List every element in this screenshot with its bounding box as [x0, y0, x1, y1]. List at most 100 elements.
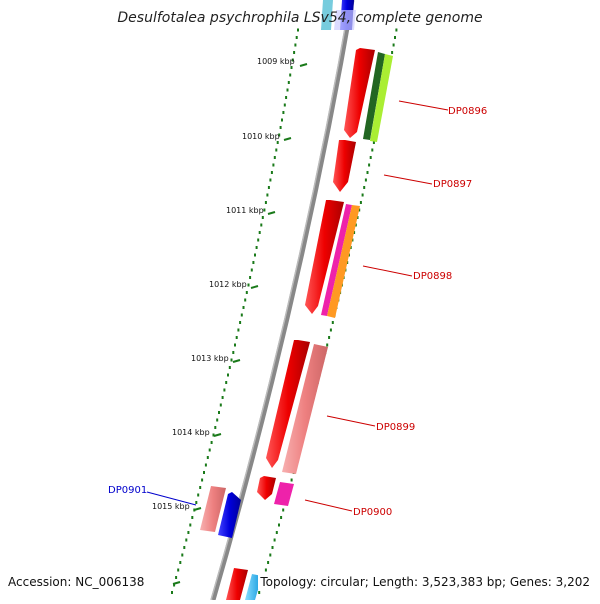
cds-dp0901-blue [218, 492, 241, 538]
track-dot [394, 36, 396, 39]
ruler-dot [227, 373, 229, 377]
ruler-dot [269, 178, 272, 182]
cds-dp0896-lime [370, 54, 393, 142]
ruler-dot [252, 261, 255, 264]
cds-dp0899-red [266, 340, 310, 468]
track-dot [372, 141, 375, 144]
ruler-dot [283, 103, 286, 107]
ruler-label-1011: 1011 kbp [226, 206, 264, 215]
ruler-dot [173, 583, 176, 587]
leader-dp0900 [304, 499, 353, 512]
ruler-dot [261, 216, 264, 219]
ruler-label-1010: 1010 kbp [242, 132, 280, 141]
ruler-dot [208, 448, 211, 452]
gene-label-dp0896[interactable]: DP0896 [448, 106, 487, 117]
ruler-dot [240, 313, 243, 317]
ruler-dot [228, 366, 231, 369]
track-dot [366, 171, 369, 174]
ruler-tick-1016 [172, 581, 181, 585]
track-dot [364, 178, 367, 182]
gene-label-dp0898[interactable]: DP0898 [413, 271, 452, 282]
track-dot [356, 216, 359, 219]
ruler-dot [183, 546, 186, 549]
track-dot [273, 538, 276, 542]
ruler-dot [212, 433, 215, 437]
ruler-dot [295, 36, 298, 39]
ruler-dot [297, 28, 299, 32]
gene-dp0901 [200, 486, 241, 538]
ruler-dot [177, 568, 180, 572]
ruler-dot [276, 141, 279, 144]
ruler-label-1013: 1013 kbp [191, 354, 229, 363]
ruler-dot [225, 381, 228, 384]
leader-dp0896 [398, 100, 449, 111]
ruler-dot [204, 463, 207, 467]
ruler-dot [179, 561, 182, 564]
leader-dp0901 [146, 491, 197, 506]
track-dot [282, 508, 285, 512]
gene-label-dp0901[interactable]: DP0901 [108, 485, 147, 496]
cds-dp0896-red [344, 48, 375, 138]
track-dot [264, 568, 267, 572]
ruler-dot [286, 88, 289, 92]
gene-label-dp0899[interactable]: DP0899 [376, 422, 415, 433]
ruler-tick-1011 [267, 211, 276, 215]
ruler-dot [287, 81, 290, 84]
track-dot [326, 343, 329, 347]
ruler-dot [235, 336, 238, 339]
gene-label-dp0897[interactable]: DP0897 [433, 179, 472, 190]
ruler-dot [210, 441, 213, 444]
ruler-ticks [172, 63, 308, 585]
ruler-dot [171, 591, 173, 594]
ruler-dot [197, 493, 200, 497]
track-dot [361, 193, 364, 197]
ruler-dot [175, 576, 178, 579]
track-dot [368, 163, 371, 167]
ruler-dot [254, 253, 256, 257]
ruler-dot [181, 553, 184, 557]
cds-dp0897-red [333, 140, 356, 192]
ruler-dot [219, 403, 222, 407]
gene-label-dp0900[interactable]: DP0900 [353, 507, 392, 518]
ruler-dot [232, 351, 235, 354]
ruler-dot [214, 426, 217, 429]
track-dot [358, 208, 361, 212]
cds-dp0898-magenta [321, 204, 352, 316]
accession-text: Accession: NC_006138 [8, 575, 147, 589]
ruler-dot [237, 328, 240, 332]
ruler-dot [290, 66, 293, 69]
track-dot [271, 546, 274, 549]
ruler-dot [195, 501, 198, 504]
ruler-dot [293, 51, 296, 54]
ruler-dot [282, 111, 285, 114]
ruler-dot [260, 223, 263, 227]
ruler-dot [234, 343, 236, 347]
track-dot [371, 148, 374, 152]
ruler-label-1015: 1015 kbp [152, 502, 190, 511]
ruler-dot [266, 193, 269, 197]
track-dot [354, 223, 357, 227]
ruler-labels: 1009 kbp 1010 kbp 1011 kbp 1012 kbp 1013… [152, 57, 295, 511]
gene-dp0900 [257, 476, 294, 506]
cds-cyan-partial [321, 0, 333, 30]
track-dot [363, 186, 366, 189]
gene-dp0898 [305, 200, 360, 318]
track-dot [290, 478, 293, 482]
top-partial-features [321, 0, 356, 30]
ruler-dot [199, 486, 202, 489]
track-dot [269, 553, 272, 557]
ruler-dot [275, 148, 278, 152]
bottom-partial-features [226, 568, 262, 600]
ruler-dot [272, 163, 275, 167]
track-dot [392, 43, 395, 47]
track-dot [391, 51, 394, 54]
cds-dp0901-pink [200, 486, 226, 532]
ruler-dot [203, 471, 205, 474]
cds-dp0896-green [363, 52, 385, 140]
ruler-dot [278, 133, 281, 137]
ruler-tick-1012 [250, 285, 259, 289]
ruler-dot [279, 126, 282, 129]
ruler-dot [242, 306, 245, 309]
inner-ruler [171, 28, 299, 594]
